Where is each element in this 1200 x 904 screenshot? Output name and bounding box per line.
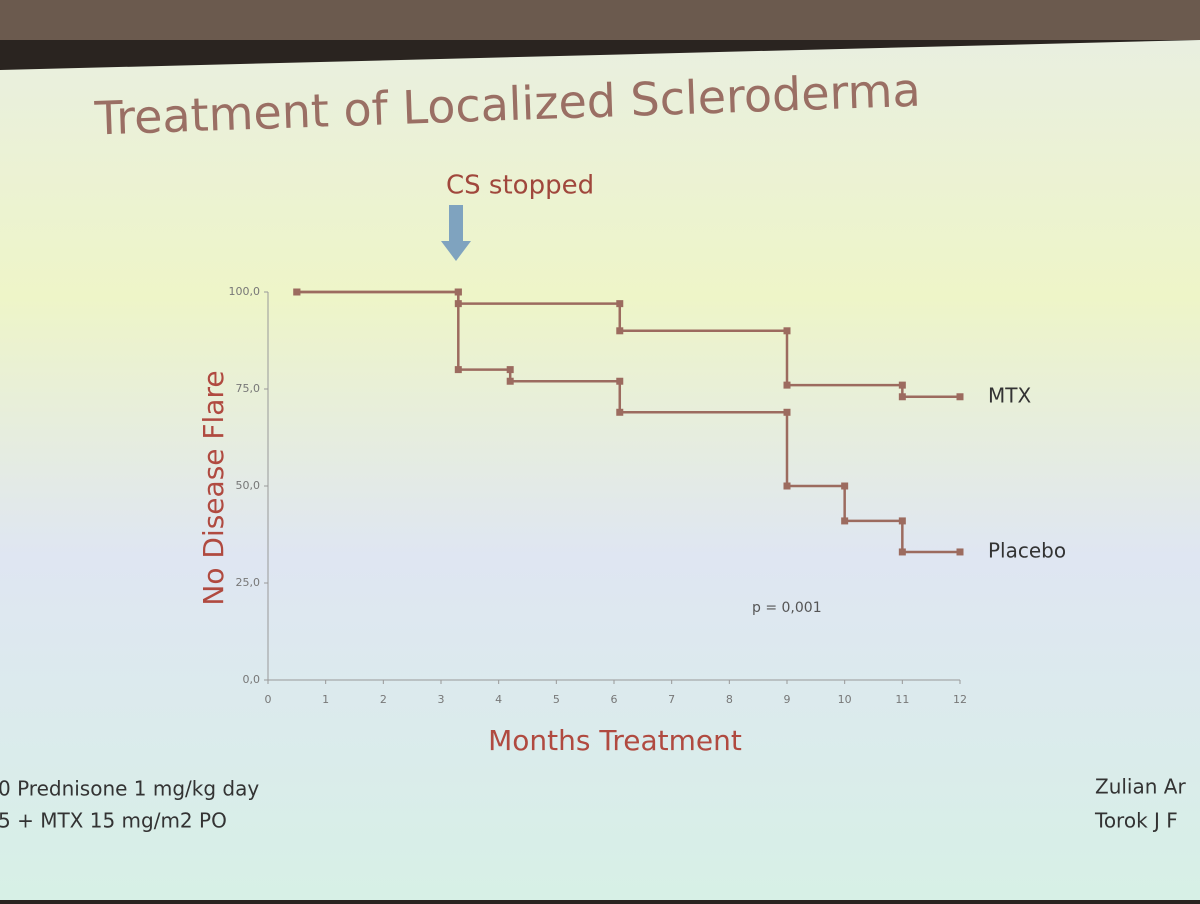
slide: [0, 40, 1200, 900]
x-tick-label: 11: [895, 693, 909, 706]
x-tick-label: 1: [322, 693, 329, 706]
point-marker: [293, 288, 301, 296]
legend-label: MTX: [988, 383, 1031, 407]
series-line: [296, 290, 960, 554]
point-marker: [783, 482, 791, 490]
x-tick-label: 9: [784, 693, 791, 706]
point-marker: [898, 517, 906, 525]
point-marker: [616, 300, 624, 308]
point-marker: [898, 393, 906, 401]
x-tick-label: 0: [265, 693, 272, 706]
x-axis-title: Months Treatment: [488, 724, 742, 757]
point-marker: [898, 548, 906, 556]
point-marker: [841, 517, 849, 525]
x-tick-label: 7: [668, 693, 675, 706]
footnote: 0 Prednisone 1 mg/kg day: [0, 777, 259, 801]
footnote: Zulian Ar: [1095, 775, 1186, 799]
x-tick-label: 4: [495, 693, 502, 706]
x-tick-label: 3: [438, 693, 445, 706]
point-marker: [783, 327, 791, 335]
x-tick-label: 5: [553, 693, 560, 706]
point-marker: [454, 366, 462, 374]
x-tick-label: 10: [838, 693, 852, 706]
point-marker: [616, 327, 624, 335]
y-tick-label: 25,0: [236, 576, 261, 589]
y-tick-label: 0,0: [243, 673, 261, 686]
point-marker: [616, 408, 624, 416]
arrow: [441, 205, 471, 261]
point-marker: [506, 377, 514, 385]
x-tick-label: 6: [611, 693, 618, 706]
point-marker: [898, 381, 906, 389]
y-tick-label: 50,0: [236, 479, 261, 492]
y-axis-title: No Disease Flare: [197, 370, 230, 605]
y-tick-label: 100,0: [229, 285, 261, 298]
ceiling: [0, 0, 1200, 40]
point-marker: [783, 381, 791, 389]
point-marker: [956, 548, 964, 556]
x-tick-label: 2: [380, 693, 387, 706]
footnote: Torok J F: [1094, 809, 1178, 833]
annotation: p = 0,001: [752, 600, 822, 616]
point-marker: [454, 288, 462, 296]
annotation: CS stopped: [446, 171, 594, 201]
footnote: 5 + MTX 15 mg/m2 PO: [0, 809, 227, 833]
point-marker: [616, 377, 624, 385]
legend-label: Placebo: [988, 538, 1066, 562]
point-marker: [841, 482, 849, 490]
point-marker: [506, 366, 514, 374]
point-marker: [783, 408, 791, 416]
x-tick-label: 12: [953, 693, 967, 706]
y-tick-label: 75,0: [236, 382, 261, 395]
point-marker: [956, 393, 964, 401]
x-tick-label: 8: [726, 693, 733, 706]
